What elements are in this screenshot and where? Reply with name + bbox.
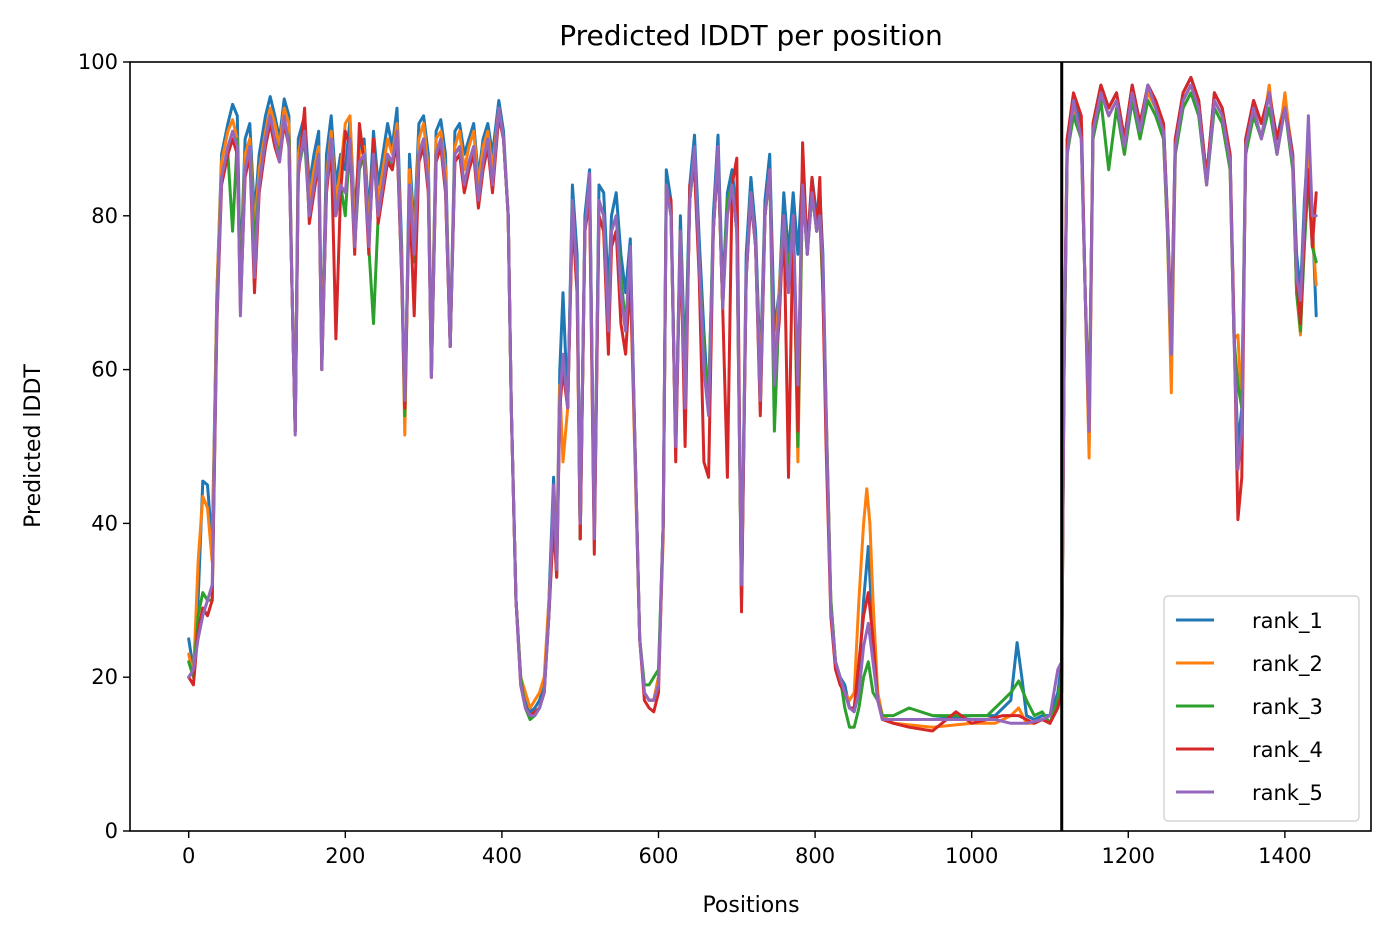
x-axis-label: Positions xyxy=(702,893,799,918)
x-tick-label: 200 xyxy=(325,844,365,868)
x-tick-label: 400 xyxy=(482,844,522,868)
y-tick-label: 20 xyxy=(91,665,118,689)
x-axis: 0 200 400 600 800 1000 1200 1400 xyxy=(182,831,1312,868)
x-tick-label: 0 xyxy=(182,844,195,868)
y-tick-label: 100 xyxy=(78,50,118,74)
y-axis-label: Predicted lDDT xyxy=(21,364,46,528)
y-tick-label: 0 xyxy=(105,819,118,843)
y-tick-label: 80 xyxy=(91,204,118,228)
x-tick-label: 1200 xyxy=(1102,844,1155,868)
plot-frame xyxy=(129,61,1372,832)
series-line-rank-5 xyxy=(187,83,1318,725)
legend-label-rank-4: rank_4 xyxy=(1252,738,1323,763)
x-tick-label: 1400 xyxy=(1258,844,1311,868)
legend-label-rank-5: rank_5 xyxy=(1252,781,1323,806)
legend-box xyxy=(1163,595,1360,822)
y-tick-label: 40 xyxy=(91,511,118,535)
series-group xyxy=(187,75,1318,733)
x-tick-label: 1000 xyxy=(945,844,998,868)
x-tick-label: 800 xyxy=(795,844,835,868)
x-tick-label: 600 xyxy=(638,844,678,868)
y-axis: 0 20 40 60 80 100 xyxy=(78,50,130,843)
plot-area xyxy=(129,61,1372,832)
legend: rank_1 rank_2 rank_3 rank_4 rank_5 xyxy=(1163,595,1360,822)
legend-label-rank-3: rank_3 xyxy=(1252,695,1323,720)
legend-label-rank-1: rank_1 xyxy=(1252,609,1323,634)
legend-label-rank-2: rank_2 xyxy=(1252,652,1323,677)
y-tick-label: 60 xyxy=(91,358,118,382)
chart-title: Predicted lDDT per position xyxy=(559,19,943,52)
